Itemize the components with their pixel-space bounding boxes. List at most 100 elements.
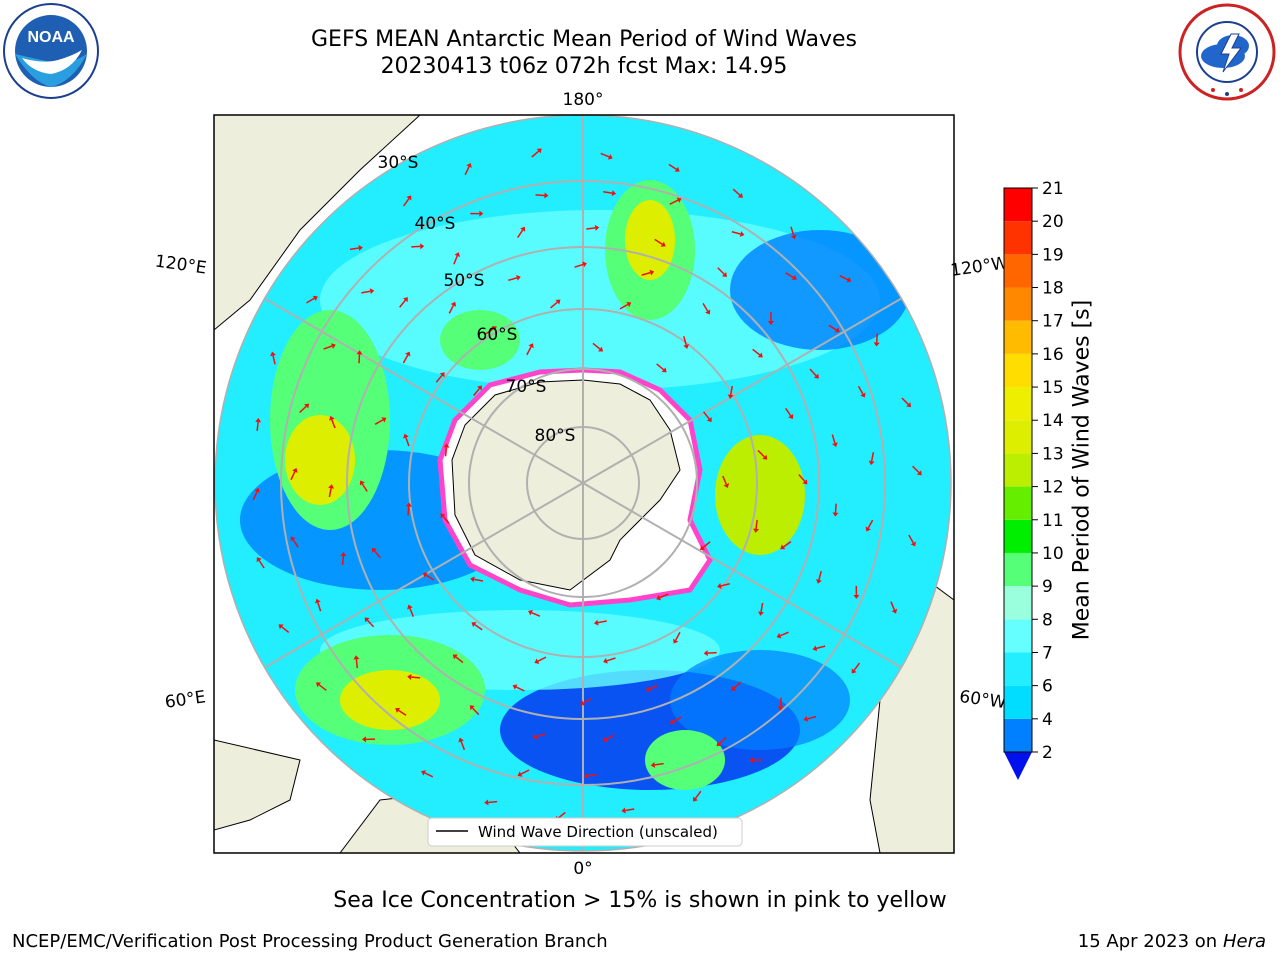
wave-direction-arrow (557, 811, 566, 819)
wave-direction-arrow (755, 519, 758, 529)
wave-direction-arrowhead (278, 624, 284, 630)
colorbar-bin (1004, 387, 1032, 421)
wave-direction-arrow (317, 602, 322, 612)
wave-direction-arrowhead (381, 417, 387, 423)
wave-direction-arrowhead (693, 796, 698, 802)
wave-direction-arrow (520, 769, 530, 775)
wave-direction-arrowhead (582, 261, 587, 268)
wave-direction-arrow (256, 421, 259, 432)
wave-direction-arrow (853, 662, 861, 671)
wave-direction-arrowhead (813, 373, 819, 379)
wave-direction-arrowhead (407, 673, 412, 680)
wave-direction-arrow (785, 407, 792, 417)
wave-direction-arrowhead (353, 655, 360, 660)
wave-direction-arrow (654, 762, 664, 766)
wave-direction-arrowhead (703, 650, 708, 657)
wave-direction-arrowhead (452, 654, 458, 660)
wave-direction-arrow (818, 570, 822, 581)
footer-date: 15 Apr 2023 on Hera (1077, 931, 1266, 952)
wave-direction-arrow (361, 483, 368, 492)
wave-direction-arrowhead (292, 467, 298, 473)
wave-direction-arrowhead (405, 351, 411, 357)
wave-direction-arrow (453, 255, 458, 265)
wave-direction-arrow (702, 411, 710, 420)
wave-direction-arrow (656, 363, 665, 371)
meridian-label-60e: 60°E (164, 687, 207, 712)
wave-direction-arrowhead (440, 513, 446, 519)
colorbar-tick-label: 11 (1042, 511, 1064, 531)
wave-direction-arrowhead (717, 583, 722, 589)
wave-direction-arrow (783, 541, 792, 548)
wave-direction-arrow (299, 405, 307, 414)
wave-direction-arrow (448, 305, 455, 314)
wave-direction-arrowhead (603, 657, 608, 664)
footer-org: NCEP/EMC/Verification Post Processing Pr… (12, 931, 608, 952)
colorbar-bin (1004, 586, 1032, 620)
wave-direction-arrow (425, 574, 435, 581)
wave-direction-arrowhead (405, 502, 412, 507)
colorbar-tick-label: 16 (1042, 345, 1064, 365)
wave-direction-arrowhead (723, 483, 730, 489)
wave-direction-arrowhead (683, 344, 690, 349)
wave-direction-arrowhead (358, 245, 363, 251)
wave-direction-arrowhead (739, 231, 745, 237)
wave-direction-arrow (508, 277, 518, 282)
wave-direction-arrowhead (471, 622, 477, 628)
wave-direction-arrowhead (598, 346, 604, 352)
wave-direction-arrow (672, 716, 682, 723)
wave-direction-arrowhead (450, 301, 457, 307)
wave-direction-arrow (719, 736, 727, 745)
colorbar-bin (1004, 619, 1032, 653)
wave-direction-arrow (536, 733, 546, 738)
colorbar-bin (1004, 420, 1032, 454)
wave-direction-arrow (373, 550, 381, 559)
wave-direction-arrowhead (479, 210, 484, 217)
wave-direction-arrowhead (454, 252, 461, 258)
wave-direction-arrow (473, 578, 484, 582)
wave-direction-arrow (574, 263, 584, 268)
wave-direction-arrow (331, 419, 336, 429)
wave-direction-arrow (669, 199, 679, 205)
wave-direction-arrow (908, 534, 914, 544)
wind-wave-arrows (252, 148, 922, 821)
wave-direction-arrow (517, 229, 524, 238)
wave-direction-arrow (720, 583, 730, 587)
wave-direction-arrow (290, 471, 296, 481)
wave-direction-arrowhead (477, 385, 482, 391)
wave-direction-arrowhead (645, 686, 651, 692)
wave-direction-arrow (834, 503, 837, 513)
colorbar-tick-label: 20 (1042, 212, 1064, 232)
wave-direction-arrow (717, 267, 725, 275)
wave-direction-arrow (252, 491, 258, 501)
wave-direction-arrowhead (790, 234, 797, 240)
wave-direction-arrowhead (356, 350, 363, 355)
wave-direction-arrow (831, 434, 836, 444)
wave-direction-arrowhead (532, 733, 538, 740)
wave-direction-arrow (464, 166, 470, 176)
wave-direction-arrowhead (407, 604, 413, 610)
wave-direction-arrow (659, 593, 669, 599)
wave-direction-arrowhead (594, 619, 599, 626)
wave-direction-arrowhead (812, 645, 818, 652)
wave-direction-arrow (606, 657, 616, 662)
colorbar-tick-label: 7 (1042, 643, 1053, 663)
wave-direction-arrow (531, 611, 541, 617)
nws-logo-icon (1178, 3, 1276, 101)
colorbar-bin (1004, 718, 1032, 752)
wave-direction-arrowhead (716, 741, 722, 747)
wave-direction-arrow (733, 681, 742, 689)
wave-direction-arrowhead (910, 541, 916, 547)
wave-direction-arrowhead (656, 594, 662, 601)
wave-direction-arrow (760, 602, 764, 613)
wave-direction-arrow (890, 601, 896, 611)
wave-direction-arrowhead (753, 528, 760, 533)
colorbar-tick-label: 9 (1042, 577, 1053, 597)
wave-direction-arrow (403, 198, 410, 207)
wave-direction-arrow (675, 631, 681, 641)
wave-direction-arrowhead (674, 166, 680, 172)
parallel-label-70s: 70°S (506, 377, 547, 397)
map-frame (213, 114, 955, 854)
wave-direction-arrow (281, 626, 290, 634)
wave-direction-arrowhead (255, 418, 262, 423)
